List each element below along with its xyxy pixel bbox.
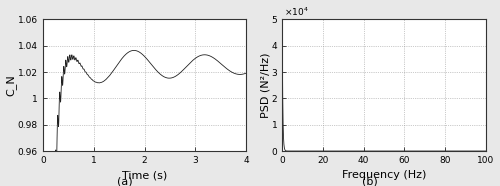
- X-axis label: Time (s): Time (s): [122, 170, 167, 180]
- Y-axis label: PSD (N²/Hz): PSD (N²/Hz): [260, 52, 270, 118]
- X-axis label: Frequency (Hz): Frequency (Hz): [342, 170, 426, 180]
- Text: (a): (a): [117, 176, 133, 186]
- Y-axis label: C_N: C_N: [6, 74, 16, 96]
- Text: $\times10^4$: $\times10^4$: [284, 6, 309, 18]
- Text: (b): (b): [362, 176, 378, 186]
